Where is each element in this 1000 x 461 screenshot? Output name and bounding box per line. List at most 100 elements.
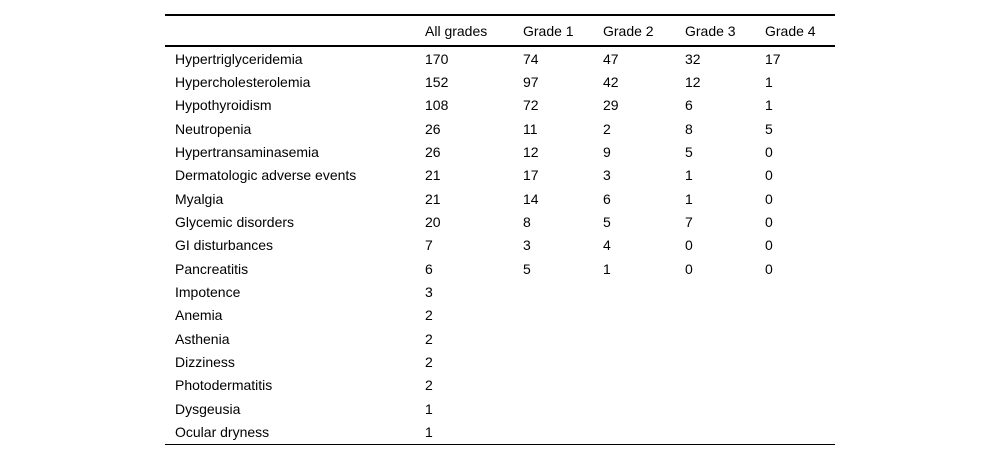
cell-value <box>765 304 835 327</box>
cell-value <box>685 327 765 350</box>
cell-value <box>765 421 835 445</box>
cell-value: 5 <box>765 120 773 137</box>
cell-value: 8 <box>523 214 531 231</box>
cell-value <box>523 374 603 397</box>
cell-value: 32 <box>685 50 701 67</box>
cell-value: 21 <box>425 190 441 207</box>
cell-value <box>523 327 603 350</box>
row-label: Anemia <box>175 307 223 324</box>
cell-value <box>603 350 685 373</box>
table-row: Hypothyroidism 108 72 29 6 1 <box>165 94 835 117</box>
row-label: Photodermatitis <box>175 377 273 394</box>
column-header: Grade 1 <box>523 15 603 47</box>
cell-value: 97 <box>523 74 539 91</box>
cell-value <box>523 397 603 420</box>
cell-value: 17 <box>765 50 781 67</box>
cell-value <box>603 397 685 420</box>
table-row: Hypertriglyceridemia 170 74 47 32 17 <box>165 46 835 70</box>
cell-value: 3 <box>523 237 531 254</box>
table-row: Glycemic disorders 20 8 5 7 0 <box>165 210 835 233</box>
table-body: Hypertriglyceridemia 170 74 47 32 17 Hyperchol… <box>165 46 835 444</box>
cell-value: 17 <box>523 167 539 184</box>
cell-value: 6 <box>685 97 693 114</box>
cell-value <box>603 304 685 327</box>
cell-value: 1 <box>425 400 433 417</box>
row-label: GI disturbances <box>175 237 274 254</box>
row-label: Myalgia <box>175 190 224 207</box>
row-label: Hypertriglyceridemia <box>175 50 303 67</box>
row-label: Asthenia <box>175 330 230 347</box>
cell-value <box>685 374 765 397</box>
row-label: Neutropenia <box>175 120 252 137</box>
table-row: Asthenia 2 <box>165 327 835 350</box>
table-row: Anemia 2 <box>165 304 835 327</box>
cell-value: 2 <box>603 120 611 137</box>
cell-value: 14 <box>523 190 539 207</box>
cell-value: 47 <box>603 50 619 67</box>
cell-value: 72 <box>523 97 539 114</box>
column-header: Grade 2 <box>603 15 685 47</box>
cell-value: 4 <box>603 237 611 254</box>
cell-value: 42 <box>603 74 619 91</box>
cell-value: 74 <box>523 50 539 67</box>
cell-value <box>685 280 765 303</box>
cell-value <box>765 397 835 420</box>
row-label: Hypercholesterolemia <box>175 74 311 91</box>
cell-value: 12 <box>685 74 701 91</box>
cell-value <box>523 350 603 373</box>
cell-value: 20 <box>425 214 441 231</box>
cell-value: 26 <box>425 144 441 161</box>
cell-value: 152 <box>425 74 449 91</box>
cell-value <box>685 304 765 327</box>
cell-value: 3 <box>603 167 611 184</box>
cell-value: 7 <box>425 237 433 254</box>
row-label: Dysgeusia <box>175 400 241 417</box>
cell-value <box>603 280 685 303</box>
cell-value: 1 <box>425 424 433 441</box>
table-row: Hypertransaminasemia 26 12 9 5 0 <box>165 140 835 163</box>
row-label: Glycemic disorders <box>175 214 295 231</box>
cell-value: 6 <box>603 190 611 207</box>
cell-value: 6 <box>425 260 433 277</box>
cell-value: 29 <box>603 97 619 114</box>
cell-value: 0 <box>685 237 693 254</box>
cell-value: 5 <box>603 214 611 231</box>
cell-value: 0 <box>765 237 773 254</box>
cell-value: 0 <box>765 260 773 277</box>
cell-value <box>765 374 835 397</box>
table-row: Impotence 3 <box>165 280 835 303</box>
table-row: Ocular dryness 1 <box>165 421 835 445</box>
cell-value: 0 <box>685 260 693 277</box>
cell-value: 26 <box>425 120 441 137</box>
header-row: All grades Grade 1 Grade 2 Grade 3 Grade 4 <box>165 15 835 47</box>
row-label: Hypertransaminasemia <box>175 144 319 161</box>
column-header: Grade 3 <box>685 15 765 47</box>
cell-value: 0 <box>765 190 773 207</box>
column-header: All grades <box>425 15 523 47</box>
cell-value <box>685 397 765 420</box>
cell-value <box>765 327 835 350</box>
table-row: Dysgeusia 1 <box>165 397 835 420</box>
table-row: Pancreatitis 6 5 1 0 0 <box>165 257 835 280</box>
table-row: Photodermatitis 2 <box>165 374 835 397</box>
row-label: Ocular dryness <box>175 424 270 441</box>
cell-value <box>765 350 835 373</box>
row-label: Pancreatitis <box>175 260 249 277</box>
row-label: Impotence <box>175 284 241 301</box>
cell-value: 1 <box>603 260 611 277</box>
table-row: Myalgia 21 14 6 1 0 <box>165 187 835 210</box>
cell-value: 1 <box>765 97 773 114</box>
cell-value: 0 <box>765 167 773 184</box>
cell-value: 2 <box>425 307 433 324</box>
table-row: GI disturbances 7 3 4 0 0 <box>165 234 835 257</box>
cell-value: 1 <box>685 190 693 207</box>
cell-value: 7 <box>685 214 693 231</box>
cell-value: 5 <box>685 144 693 161</box>
table-row: Neutropenia 26 11 2 8 5 <box>165 117 835 140</box>
cell-value: 8 <box>685 120 693 137</box>
cell-value: 1 <box>765 74 773 91</box>
cell-value: 2 <box>425 354 433 371</box>
row-label: Dermatologic adverse events <box>175 167 357 184</box>
cell-value: 108 <box>425 97 449 114</box>
